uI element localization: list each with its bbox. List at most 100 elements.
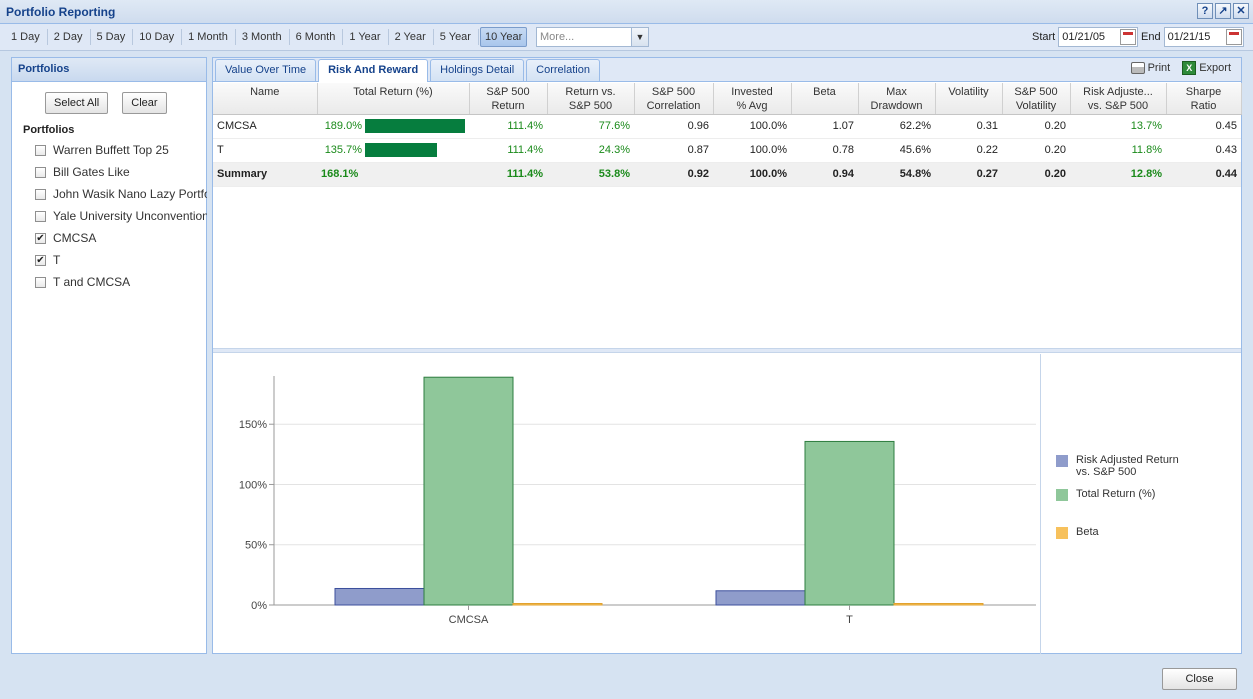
tab-risk-and-reward[interactable]: Risk And Reward	[318, 59, 429, 82]
portfolio-label: T	[53, 253, 61, 267]
sharpe-cell: 0.44	[1166, 162, 1241, 187]
period-button[interactable]: 6 Month	[295, 31, 336, 43]
select-all-button[interactable]: Select All	[45, 92, 109, 114]
close-icon[interactable]: ✕	[1233, 3, 1249, 19]
portfolio-item[interactable]: ✔ T	[35, 249, 207, 271]
bar-total-return[interactable]	[423, 376, 514, 606]
legend-item[interactable]: Beta	[1056, 526, 1099, 539]
column-header[interactable]: S&P 500 Correlation	[634, 83, 714, 115]
return-vs-cell: 53.8%	[547, 162, 634, 187]
calendar-icon[interactable]	[1120, 29, 1137, 45]
column-header-line: S&P 500	[486, 86, 530, 98]
portfolios-panel-header: Portfolios	[12, 58, 206, 82]
start-date-group: Start 01/21/05	[1032, 27, 1139, 47]
separator	[432, 29, 434, 45]
legend-item[interactable]: Risk Adjusted Return vs. S&P 500	[1056, 454, 1179, 478]
portfolio-item[interactable]: Warren Buffett Top 25	[35, 139, 207, 161]
invested-cell: 100.0%	[713, 138, 791, 163]
period-button[interactable]: 5 Year	[439, 31, 471, 43]
calendar-icon[interactable]	[1225, 29, 1242, 45]
column-header[interactable]: Volatility	[935, 83, 1003, 115]
period-button[interactable]: 2 Day	[53, 31, 83, 43]
portfolio-checkbox[interactable]: ✔	[35, 232, 46, 244]
name-cell: T	[213, 138, 317, 163]
column-header[interactable]: Beta	[791, 83, 859, 115]
volatility-cell: 0.22	[935, 138, 1002, 163]
period-button[interactable]: 1 Day	[11, 31, 40, 43]
column-header[interactable]: Sharpe Ratio	[1166, 83, 1242, 115]
max-drawdown-cell: 45.6%	[858, 138, 935, 163]
export-button[interactable]: X Export	[1182, 61, 1231, 75]
column-header[interactable]: Max Drawdown	[858, 83, 936, 115]
portfolio-item[interactable]: Yale University Unconventional	[35, 205, 207, 227]
tab-holdings-detail[interactable]: Holdings Detail	[430, 59, 525, 81]
period-button[interactable]: 10 Day	[139, 31, 175, 43]
portfolio-checkbox[interactable]	[35, 276, 46, 288]
total-return-cell: 168.1%	[317, 162, 469, 187]
bar-risk-adjusted-return[interactable]	[334, 587, 425, 606]
end-date-field[interactable]: 01/21/15	[1163, 27, 1244, 47]
column-header[interactable]: Invested % Avg	[713, 83, 792, 115]
panel-splitter[interactable]	[213, 348, 1241, 353]
print-button[interactable]: Print	[1130, 61, 1170, 75]
portfolio-label: Yale University Unconventional	[53, 209, 207, 223]
portfolio-item[interactable]: T and CMCSA	[35, 271, 207, 293]
start-date-field[interactable]: 01/21/05	[1058, 27, 1139, 47]
portfolio-checkbox[interactable]	[35, 166, 46, 178]
portfolio-item[interactable]: John Wasik Nano Lazy Portfolio	[35, 183, 207, 205]
total-return-value: 135.7%	[324, 144, 362, 156]
risk-adj-cell: 13.7%	[1070, 114, 1166, 139]
column-header[interactable]: S&P 500 Return	[469, 83, 548, 115]
end-date-value: 01/21/15	[1167, 31, 1211, 43]
help-icon[interactable]: ?	[1197, 3, 1213, 19]
portfolio-item[interactable]: Bill Gates Like	[35, 161, 207, 183]
close-button[interactable]: Close	[1162, 668, 1237, 690]
period-button[interactable]: 10 Year	[479, 27, 528, 47]
bar-beta[interactable]	[893, 603, 984, 606]
separator	[89, 29, 91, 45]
column-header[interactable]: Return vs. S&P 500	[547, 83, 635, 115]
period-button[interactable]: 1 Year	[349, 31, 381, 43]
table-row[interactable]: CMCSA 189.0% 111.4% 77.6% 0.96 100.0% 1.07 62.2…	[213, 114, 1241, 139]
sp500-return-cell: 111.4%	[469, 162, 547, 187]
portfolio-item[interactable]: ✔ CMCSA	[35, 227, 207, 249]
portfolio-checkbox[interactable]: ✔	[35, 254, 46, 266]
summary-row[interactable]: Summary 168.1% 111.4% 53.8% 0.92 100.0% 0.94 54…	[213, 162, 1241, 187]
column-header[interactable]: Total Return (%)	[317, 83, 470, 115]
column-header[interactable]: Risk Adjuste... vs. S&P 500	[1070, 83, 1167, 115]
separator	[288, 29, 290, 45]
bar-total-return[interactable]	[804, 440, 895, 606]
column-header[interactable]: S&P 500 Volatility	[1002, 83, 1071, 115]
portfolio-checkbox[interactable]	[35, 144, 46, 156]
legend-item[interactable]: Total Return (%)	[1056, 488, 1155, 501]
portfolios-panel: Portfolios Select All Clear Portfolios W…	[11, 57, 207, 654]
table-row[interactable]: T 135.7% 111.4% 24.3% 0.87 100.0% 0.78 45.6% 0.2…	[213, 138, 1241, 163]
separator	[181, 29, 183, 45]
column-header-line: Invested	[731, 86, 773, 98]
beta-cell: 0.78	[791, 138, 858, 163]
total-return-value: 168.1%	[321, 168, 359, 180]
bar-beta[interactable]	[512, 603, 603, 606]
period-button[interactable]: 1 Month	[188, 31, 228, 43]
legend-text: Total Return (%)	[1076, 488, 1155, 500]
total-return-bar	[365, 119, 465, 133]
risk-reward-chart: 0% 50% 100% 150% CMCSA T	[239, 376, 1036, 626]
tab-correlation[interactable]: Correlation	[526, 59, 600, 81]
popout-icon[interactable]: ↗	[1215, 3, 1231, 19]
sp500-volatility-cell: 0.20	[1002, 138, 1070, 163]
period-button[interactable]: 3 Month	[241, 31, 282, 43]
more-periods-select[interactable]: More... ▼	[536, 27, 649, 47]
period-button[interactable]: 5 Day	[96, 31, 126, 43]
separator	[477, 29, 479, 45]
bar-risk-adjusted-return[interactable]	[715, 590, 806, 606]
correlation-cell: 0.87	[634, 138, 713, 163]
period-button[interactable]: 2 Year	[394, 31, 426, 43]
start-date-label: Start	[1032, 31, 1056, 43]
portfolio-checkbox[interactable]	[35, 210, 46, 222]
portfolio-checkbox[interactable]	[35, 188, 46, 200]
tab-value-over-time[interactable]: Value Over Time	[215, 59, 317, 81]
clear-button[interactable]: Clear	[122, 92, 167, 114]
column-header-line: Max	[886, 86, 907, 98]
chevron-down-icon[interactable]: ▼	[631, 28, 648, 46]
column-header[interactable]: Name	[213, 83, 318, 115]
